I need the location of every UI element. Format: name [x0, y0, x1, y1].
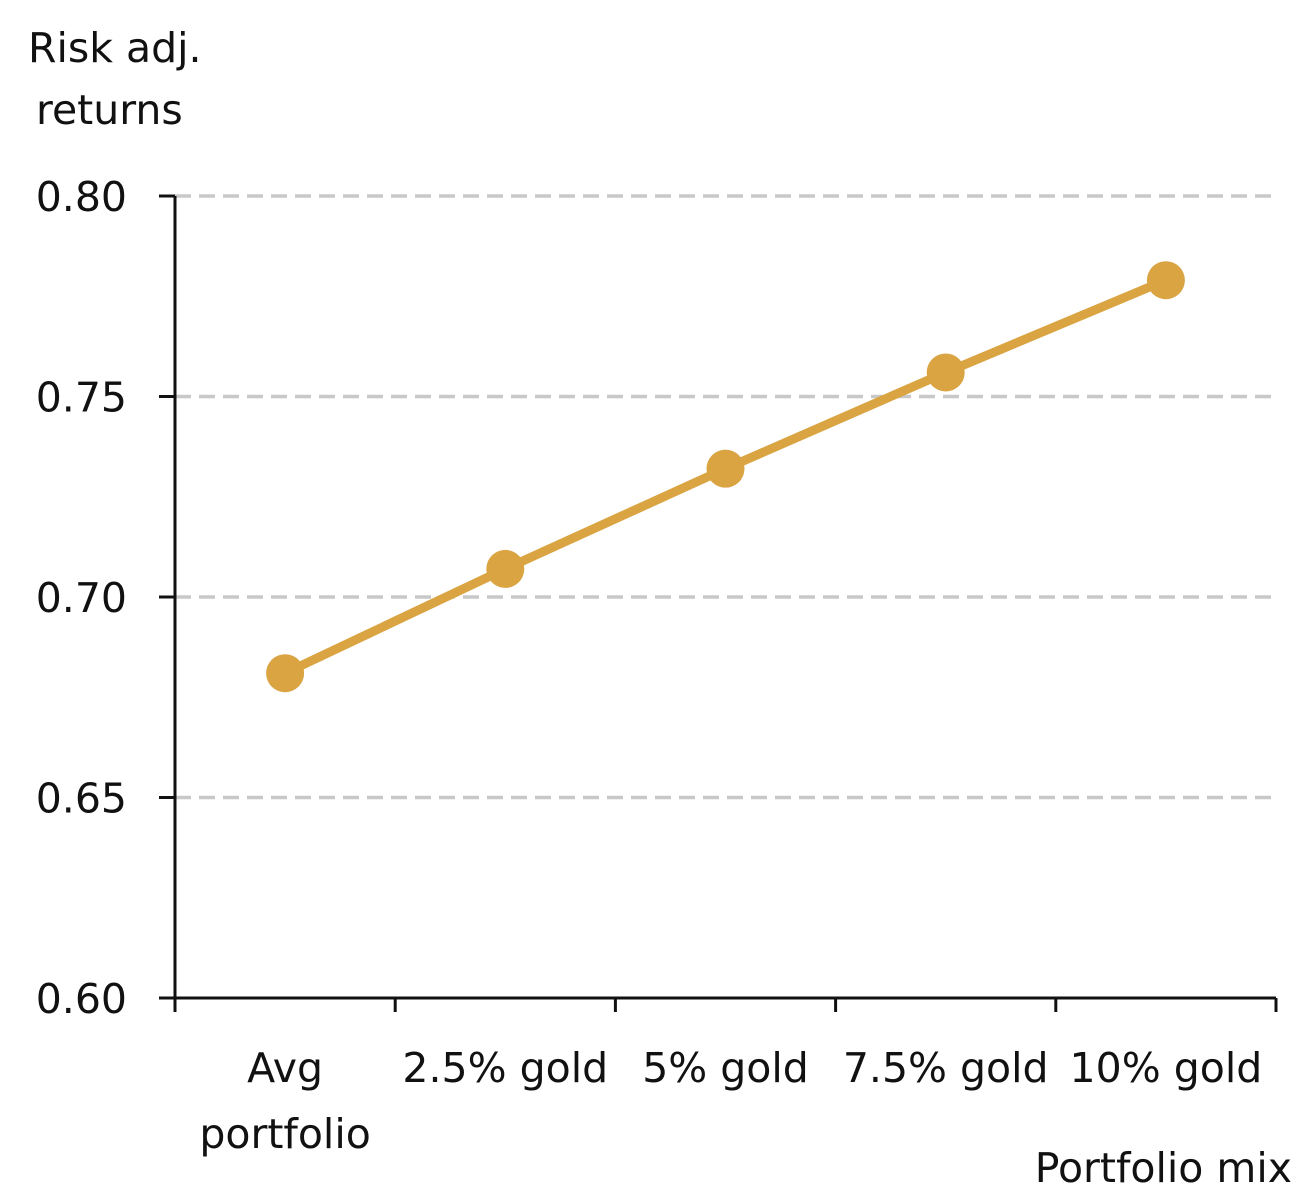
x-tick-label: Avg portfolio: [199, 1044, 370, 1158]
axes: [159, 196, 1276, 1012]
data-point: [927, 353, 965, 391]
y-axis-title: Risk adj. returns: [28, 24, 202, 134]
y-axis-title-line-1: Risk adj.: [28, 24, 202, 72]
data-point: [266, 654, 304, 692]
data-point: [707, 450, 745, 488]
x-tick-label: 7.5% gold: [843, 1044, 1049, 1092]
x-tick-label: 5% gold: [642, 1044, 809, 1092]
x-axis-title: Portfolio mix: [1035, 1144, 1292, 1185]
y-tick-label: 0.80: [36, 173, 127, 221]
y-axis-title-line-2: returns: [36, 86, 183, 134]
x-tick-label: 2.5% gold: [402, 1044, 608, 1092]
data-point: [486, 550, 524, 588]
y-tick-label: 0.65: [36, 775, 127, 823]
y-tick-labels: 0.60 0.65 0.70 0.75 0.80: [36, 173, 127, 1023]
y-tick-label: 0.70: [36, 574, 127, 622]
grid-lines: [175, 196, 1276, 798]
y-tick-label: 0.60: [36, 975, 127, 1023]
y-tick-label: 0.75: [36, 374, 127, 422]
series: [266, 261, 1185, 692]
x-tick-label: 10% gold: [1070, 1044, 1263, 1092]
x-tick-labels: Avg portfolio 2.5% gold 5% gold 7.5% gold 10%…: [199, 1044, 1262, 1158]
data-point: [1147, 261, 1185, 299]
